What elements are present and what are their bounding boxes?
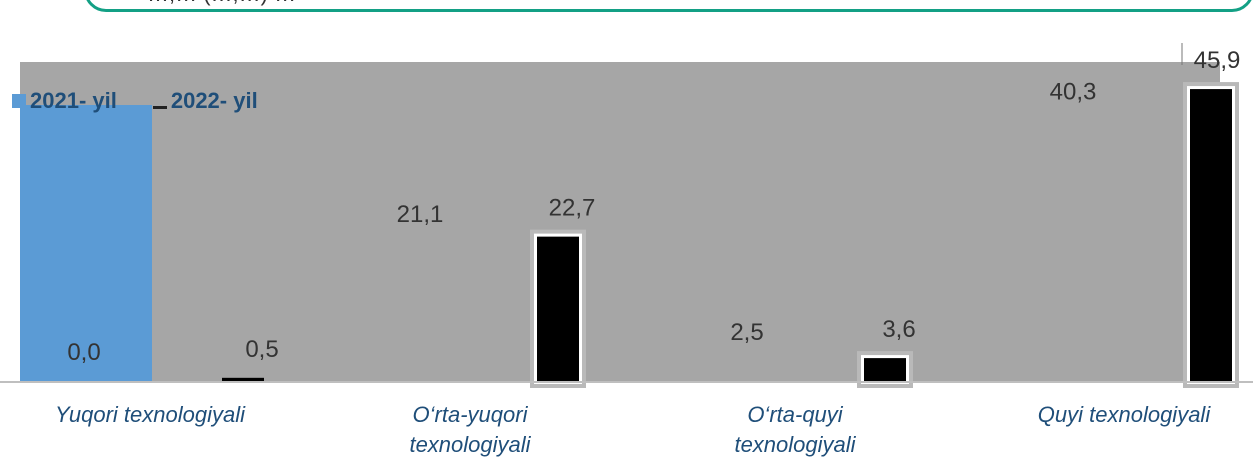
bar-2022-4 <box>1190 89 1232 382</box>
category-label-1: Yuqori texnologiyali <box>55 402 245 427</box>
value-label-2021-4: 40,3 <box>1050 79 1097 106</box>
value-label-2022-1: 0,5 <box>245 336 278 363</box>
category-label-3: O‘rta-quyi texnologiyali <box>734 402 856 457</box>
legend-label-2022: 2022- yil <box>170 88 258 113</box>
legend-swatch-2022 <box>152 105 167 109</box>
bar-2021-4 <box>988 124 1120 381</box>
bar-2022-2 <box>537 236 579 381</box>
value-label-2021-3: 2,5 <box>730 319 763 346</box>
legend-swatch-2021 <box>12 94 26 108</box>
category-label-4: Quyi texnologiyali <box>1037 402 1211 427</box>
value-label-2022-2: 22,7 <box>549 195 596 222</box>
bar-2022-3 <box>864 358 906 381</box>
category-label-2: O‘rta-yuqori texnologiyali <box>409 402 531 457</box>
bar-2021-3 <box>662 365 794 381</box>
bar-2021-1 <box>20 105 152 381</box>
value-label-2021-2: 21,1 <box>397 201 444 228</box>
legend-label-2021: 2021- yil <box>30 88 117 113</box>
bar-2022-1 <box>222 377 264 381</box>
value-label-2022-4: 45,9 <box>1194 47 1241 74</box>
bar-2021-2 <box>335 246 467 381</box>
value-label-2022-3: 3,6 <box>882 316 915 343</box>
value-label-2021-1: 0,0 <box>67 339 100 366</box>
chart-legend: 2021- yil 2022- yil <box>12 88 258 114</box>
callout-text: …,… (…,…) … <box>147 0 296 7</box>
